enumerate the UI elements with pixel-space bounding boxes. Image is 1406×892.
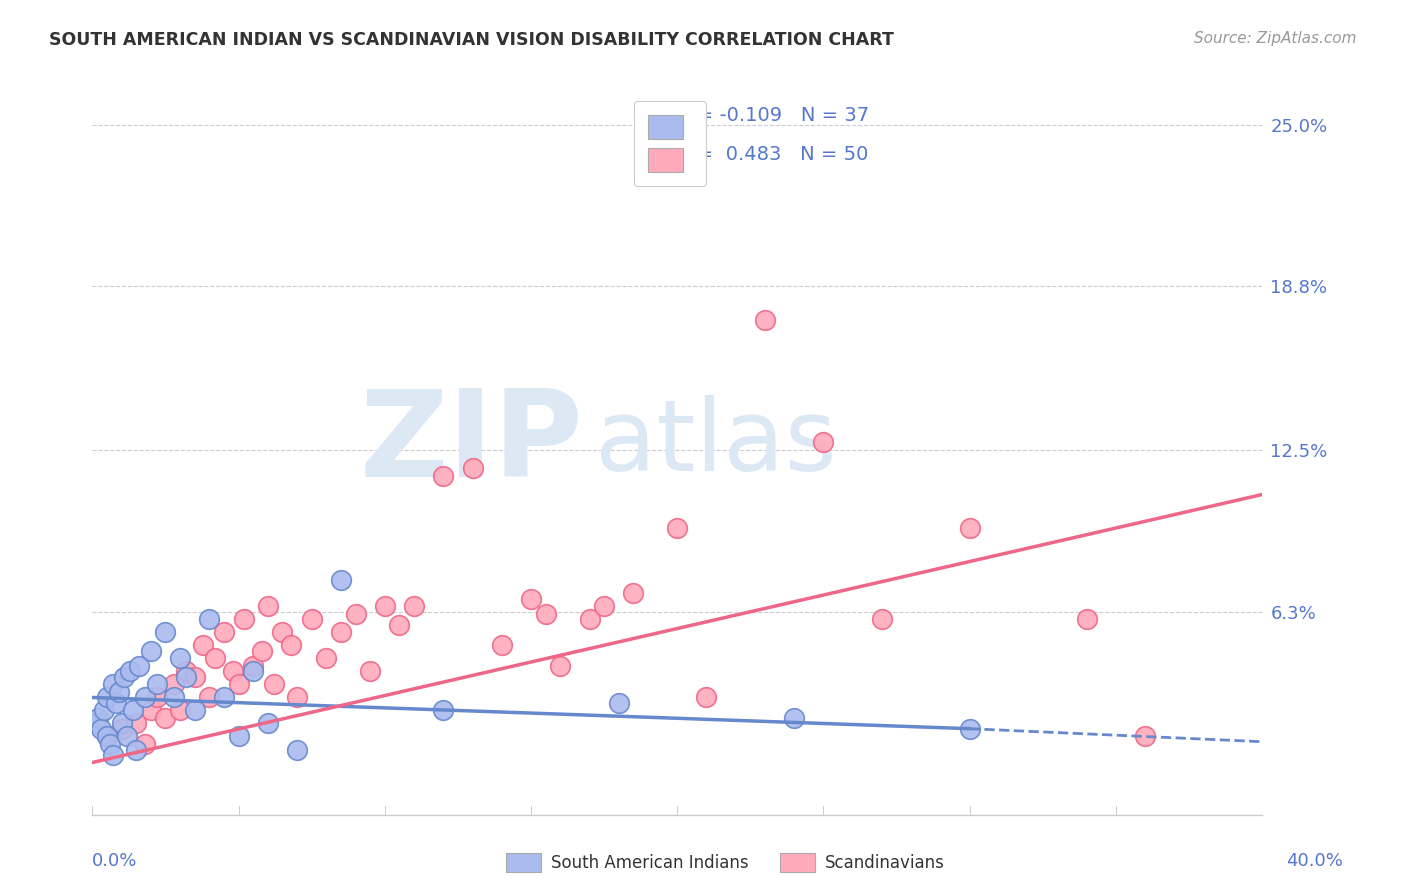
Point xyxy=(125,716,148,731)
Point xyxy=(107,685,129,699)
Point xyxy=(374,599,396,614)
Point xyxy=(301,612,323,626)
Point xyxy=(813,435,835,450)
Point xyxy=(242,659,264,673)
Point xyxy=(110,716,132,731)
Point xyxy=(134,737,156,751)
Point xyxy=(145,677,167,691)
Text: Source: ZipAtlas.com: Source: ZipAtlas.com xyxy=(1194,31,1357,46)
Point xyxy=(359,665,381,679)
Point xyxy=(117,730,139,744)
Point xyxy=(163,677,186,691)
Point xyxy=(163,690,186,705)
Point xyxy=(222,665,245,679)
Point xyxy=(578,612,600,626)
Point xyxy=(432,469,454,483)
Point xyxy=(344,607,367,622)
Point xyxy=(183,704,205,718)
Point xyxy=(870,612,893,626)
Legend: , : , xyxy=(634,101,706,186)
Point xyxy=(90,722,112,736)
Point xyxy=(174,670,197,684)
Point xyxy=(139,643,162,657)
Point xyxy=(96,690,118,705)
Point xyxy=(959,722,981,736)
Point xyxy=(122,704,145,718)
Point xyxy=(101,677,124,691)
Point xyxy=(183,670,205,684)
Point xyxy=(402,599,425,614)
Point xyxy=(256,599,278,614)
Text: 0.0%: 0.0% xyxy=(91,852,136,870)
Point xyxy=(250,643,273,657)
Point xyxy=(204,651,226,665)
Text: atlas: atlas xyxy=(595,395,837,492)
Point xyxy=(242,665,264,679)
Point xyxy=(534,607,557,622)
Point xyxy=(432,704,454,718)
Point xyxy=(93,704,115,718)
Point xyxy=(263,677,285,691)
Point xyxy=(114,670,136,684)
Point xyxy=(593,599,616,614)
Point xyxy=(155,625,177,640)
Point xyxy=(228,730,250,744)
Point xyxy=(169,651,191,665)
Text: South American Indians: South American Indians xyxy=(551,854,749,871)
Point xyxy=(145,690,167,705)
Point xyxy=(329,625,352,640)
Point xyxy=(125,742,148,756)
Point xyxy=(87,711,110,725)
Point xyxy=(285,690,308,705)
Text: SOUTH AMERICAN INDIAN VS SCANDINAVIAN VISION DISABILITY CORRELATION CHART: SOUTH AMERICAN INDIAN VS SCANDINAVIAN VI… xyxy=(49,31,894,49)
Text: 40.0%: 40.0% xyxy=(1286,852,1343,870)
Point xyxy=(1076,612,1098,626)
Point xyxy=(233,612,256,626)
Point xyxy=(520,591,543,606)
Point xyxy=(228,677,250,691)
Point xyxy=(280,639,302,653)
Point xyxy=(96,730,118,744)
Text: R = -0.109   N = 37: R = -0.109 N = 37 xyxy=(678,106,869,125)
Point xyxy=(98,737,121,751)
Point xyxy=(198,690,221,705)
Point xyxy=(959,521,981,535)
Point xyxy=(134,690,156,705)
Point xyxy=(754,313,776,327)
Point xyxy=(1133,730,1156,744)
Text: ZIP: ZIP xyxy=(360,385,583,502)
Point xyxy=(110,722,132,736)
Point xyxy=(388,617,411,632)
Point xyxy=(101,747,124,762)
Point xyxy=(84,716,107,731)
Point xyxy=(695,690,717,705)
Text: R =  0.483   N = 50: R = 0.483 N = 50 xyxy=(678,145,869,164)
Point xyxy=(96,730,118,744)
Point xyxy=(212,625,235,640)
Point xyxy=(285,742,308,756)
Text: Scandinavians: Scandinavians xyxy=(825,854,945,871)
Point xyxy=(548,659,571,673)
Point xyxy=(128,659,150,673)
Point xyxy=(666,521,689,535)
Point xyxy=(174,665,197,679)
Point xyxy=(461,461,484,475)
Point xyxy=(315,651,337,665)
Point xyxy=(621,586,644,600)
Point xyxy=(198,612,221,626)
Point xyxy=(169,704,191,718)
Point xyxy=(271,625,294,640)
Point xyxy=(783,711,806,725)
Point xyxy=(212,690,235,705)
Point xyxy=(607,696,630,710)
Point xyxy=(491,639,513,653)
Point xyxy=(193,639,215,653)
Point xyxy=(104,696,127,710)
Point xyxy=(139,704,162,718)
Point xyxy=(329,574,352,588)
Point xyxy=(155,711,177,725)
Point xyxy=(120,665,142,679)
Point xyxy=(256,716,278,731)
